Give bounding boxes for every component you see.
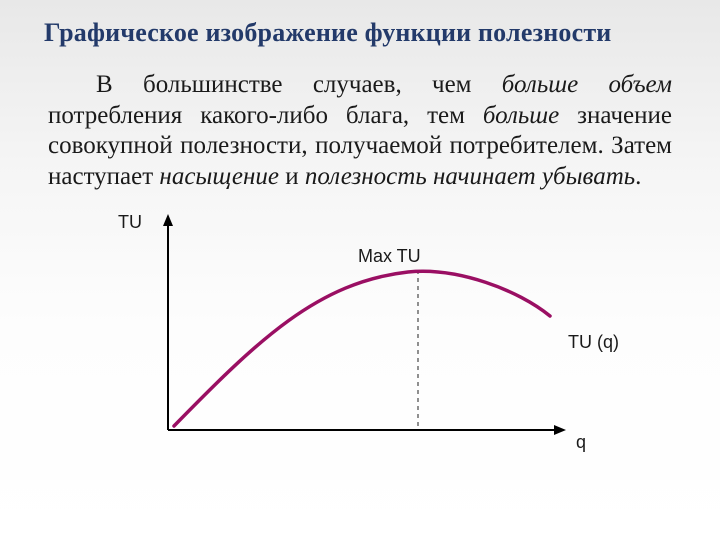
text-run: и [279, 163, 305, 190]
text-run: В большинстве случаев, чем [96, 71, 502, 98]
x-axis-label: q [576, 432, 586, 453]
y-arrow-icon [163, 214, 173, 226]
text-run: потребления какого-либо блага, тем [48, 102, 483, 129]
y-axis-label: TU [118, 212, 142, 233]
utility-chart: TU Max TU TU (q) q [98, 210, 658, 470]
x-arrow-icon [554, 425, 566, 435]
max-tu-label: Max TU [358, 246, 421, 267]
body-paragraph: В большинстве случаев, чем больше объем … [48, 70, 672, 192]
italic-run: больше [483, 102, 559, 129]
tu-curve [174, 271, 550, 426]
italic-run: больше объем [502, 71, 672, 98]
italic-run: насыщение [159, 163, 279, 190]
text-run: . [635, 163, 641, 190]
italic-run: полезность начинает убывать [305, 163, 635, 190]
slide: Графическое изображение функции полезнос… [0, 0, 720, 540]
slide-title: Графическое изображение функции полезнос… [44, 18, 682, 48]
curve-label: TU (q) [568, 332, 619, 353]
